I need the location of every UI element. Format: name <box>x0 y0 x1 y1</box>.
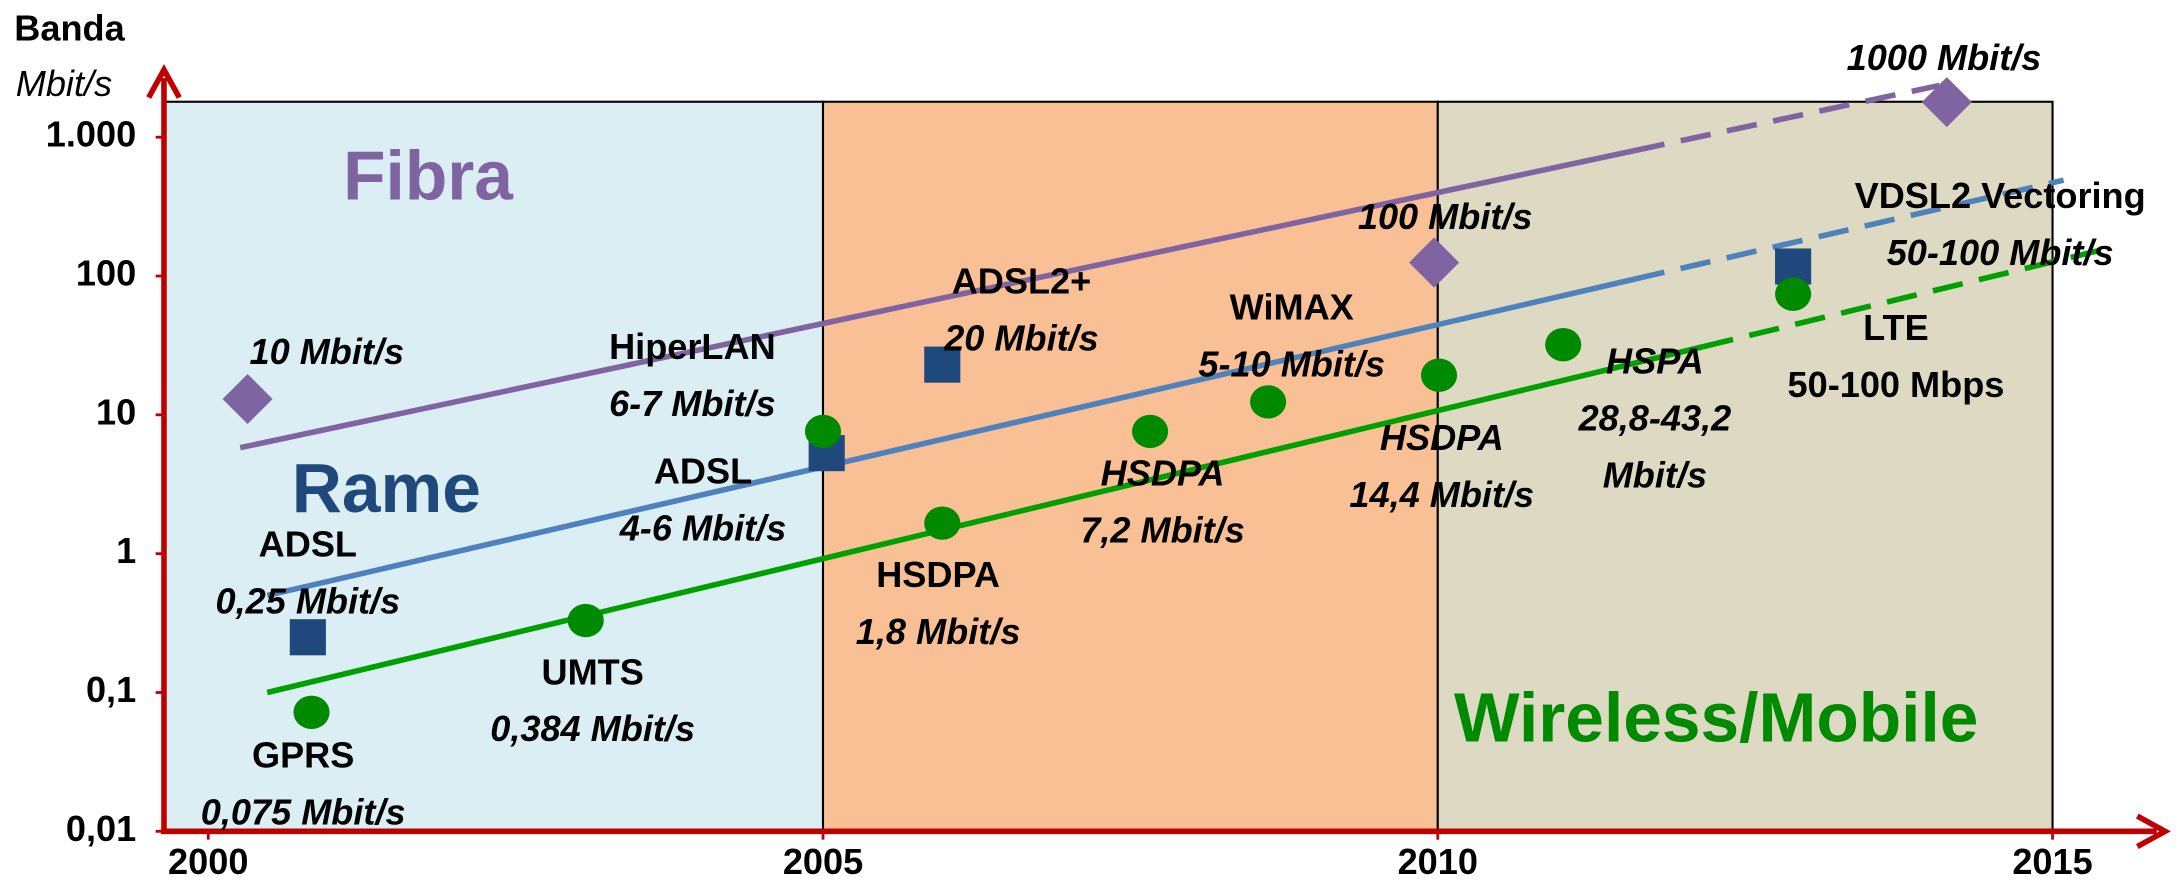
point-label: 28,8-43,2 <box>1578 398 1732 439</box>
point <box>1131 414 1169 449</box>
point <box>567 603 604 638</box>
point-label: ADSL2+ <box>952 261 1092 302</box>
point <box>924 506 961 540</box>
x-axis-arrow <box>2135 813 2171 850</box>
y-tick-label: 1.000 <box>46 114 136 155</box>
y-axis-arrow <box>146 64 182 99</box>
point-label: 20 Mbit/s <box>943 318 1099 359</box>
region-label: Wireless/Mobile <box>1454 678 1978 756</box>
y-tick-label: 1 <box>116 530 136 571</box>
y-axis-unit: Mbit/s <box>16 63 112 104</box>
y-tick-label: 10 <box>96 391 136 432</box>
point <box>1545 328 1582 362</box>
point-label: HSDPA <box>1380 417 1504 458</box>
point <box>1775 277 1812 311</box>
point <box>289 619 326 656</box>
point-label: 7,2 Mbit/s <box>1080 509 1245 550</box>
point-label: 0,25 Mbit/s <box>215 580 400 621</box>
point-label: 5-10 Mbit/s <box>1198 344 1385 385</box>
point-label: HSDPA <box>876 554 1000 595</box>
point <box>804 414 842 449</box>
point-label: VDSL2 Vectoring <box>1855 175 2146 216</box>
region-label: Rame <box>292 449 481 527</box>
point-label: 1000 Mbit/s <box>1847 37 2042 78</box>
x-tick-label: 2005 <box>783 841 863 882</box>
point <box>1420 358 1458 392</box>
background-region <box>162 100 825 833</box>
y-axis-title: Banda <box>14 7 125 48</box>
point-label: 4-6 Mbit/s <box>619 507 787 548</box>
point-label: HSDPA <box>1101 452 1225 493</box>
x-tick-label: 2000 <box>168 841 248 882</box>
point-label: 50-100 Mbit/s <box>1887 232 2114 273</box>
point-label: 0,384 Mbit/s <box>490 708 695 749</box>
point-label: ADSL <box>259 523 357 564</box>
point <box>1921 77 1972 128</box>
x-tick-label: 2015 <box>2012 841 2092 882</box>
trend-line <box>1702 246 2104 350</box>
x-tick-label: 2010 <box>1398 841 1478 882</box>
background-region <box>821 100 1439 833</box>
point-label: LTE <box>1863 307 1929 348</box>
trend-line <box>266 343 1705 696</box>
region-label: Fibra <box>343 136 514 214</box>
trend-line <box>266 276 1636 599</box>
point <box>924 346 961 383</box>
point <box>293 695 330 729</box>
point-label: ADSL <box>654 451 752 492</box>
point-label: 100 Mbit/s <box>1358 196 1533 237</box>
point-label: UMTS <box>541 651 643 692</box>
point-label: GPRS <box>252 735 354 776</box>
trend-line <box>1633 177 2065 282</box>
point-label: 50-100 Mbps <box>1788 364 2005 405</box>
point-label: HiperLAN <box>609 326 776 367</box>
trend-line <box>1633 82 1941 154</box>
y-tick-label: 0,01 <box>66 808 136 849</box>
point-label: WiMAX <box>1230 287 1354 328</box>
point-label: 14,4 Mbit/s <box>1349 474 1534 515</box>
point-label: 1,8 Mbit/s <box>856 611 1021 652</box>
background-region <box>1436 100 2054 833</box>
point-label: 6-7 Mbit/s <box>609 383 776 424</box>
point-label: 0,075 Mbit/s <box>201 792 406 833</box>
point-label: 10 Mbit/s <box>250 331 405 372</box>
point <box>1250 385 1287 419</box>
point-label: Mbit/s <box>1603 455 1707 496</box>
trend-line <box>239 147 1636 451</box>
y-tick-label: 0,1 <box>86 669 136 710</box>
point-label: HSPA <box>1606 341 1704 382</box>
y-tick-label: 100 <box>76 253 136 294</box>
point <box>222 374 273 425</box>
